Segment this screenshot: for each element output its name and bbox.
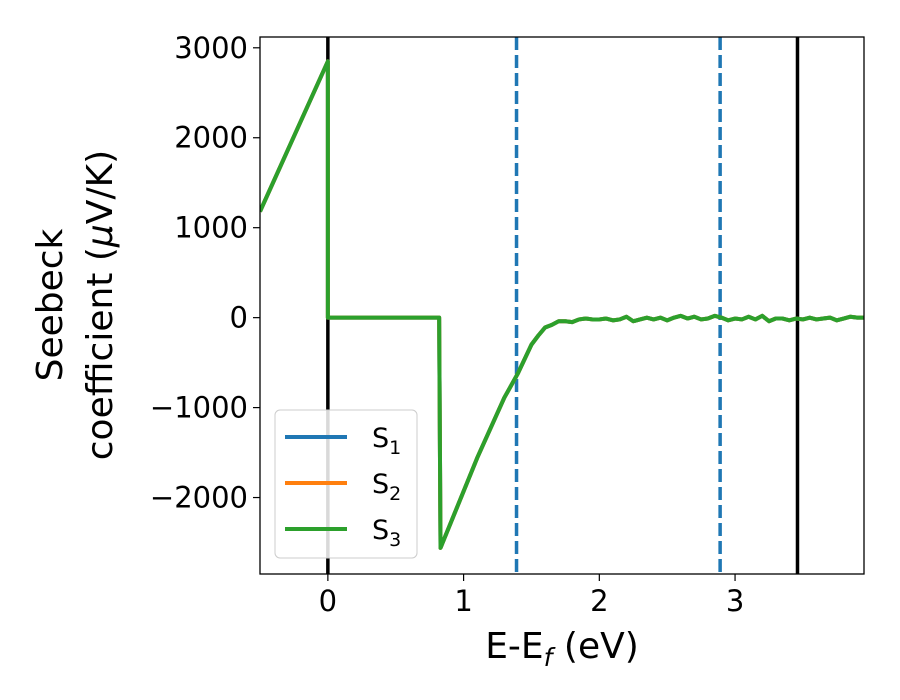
plot-frame	[259, 36, 865, 575]
series-line-s3	[260, 59, 864, 550]
x-axis-label-main: E-E	[485, 626, 543, 667]
y-axis-label-line1: Seebeck	[30, 228, 71, 381]
y-tick-label: 0	[230, 301, 248, 335]
x-tick-label: 2	[590, 584, 608, 618]
legend: S1 S2 S3	[274, 409, 418, 559]
series-lines	[260, 59, 864, 550]
legend-label-s3: S3	[372, 515, 401, 551]
y-tick-label: −1000	[150, 391, 248, 425]
y-axis-label-unit: V/K)	[80, 150, 121, 224]
x-tick-label: 1	[454, 584, 472, 618]
x-tick-label: 3	[726, 584, 744, 618]
legend-label-s2: S2	[372, 469, 401, 505]
y-axis: 3000 2000 1000 0 −1000 −2000	[150, 31, 260, 515]
x-tick-label: 0	[319, 584, 337, 618]
y-axis-label-line2: coefficient (μV/K)	[80, 150, 121, 460]
x-axis-label-unit: (eV)	[552, 626, 638, 667]
y-tick-label: 1000	[174, 211, 248, 245]
legend-label-s1: S1	[372, 423, 401, 459]
x-axis-label: E-Ef (eV)	[485, 626, 639, 672]
x-axis: 0 1 2 3	[319, 574, 744, 618]
y-tick-label: −2000	[150, 481, 248, 515]
y-tick-label: 3000	[174, 31, 248, 65]
y-axis-label-mu: μ	[80, 224, 121, 248]
y-axis-label: Seebeck coefficient (μV/K)	[30, 150, 121, 460]
y-tick-label: 2000	[174, 121, 248, 155]
y-axis-label-line2-text: coefficient (	[80, 247, 121, 460]
